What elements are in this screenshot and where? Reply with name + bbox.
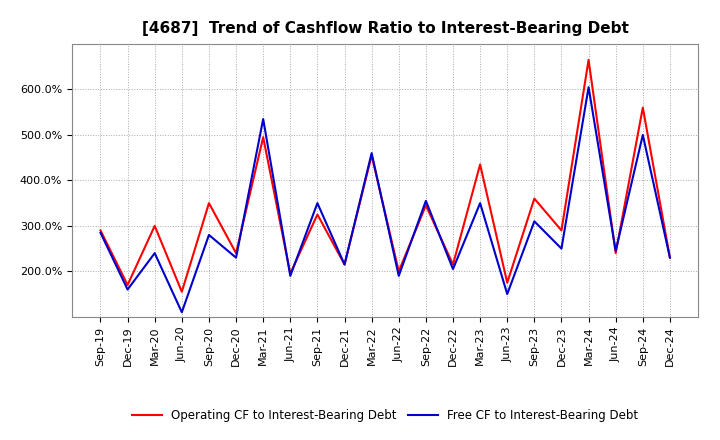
Operating CF to Interest-Bearing Debt: [232, 250, 240, 256]
Operating CF to Interest-Bearing Debt: [259, 135, 268, 140]
Operating CF to Interest-Bearing Debt: [584, 57, 593, 62]
Free CF to Interest-Bearing Debt: [367, 150, 376, 156]
Operating CF to Interest-Bearing Debt: [449, 262, 457, 267]
Operating CF to Interest-Bearing Debt: [286, 271, 294, 276]
Free CF to Interest-Bearing Debt: [259, 116, 268, 121]
Operating CF to Interest-Bearing Debt: [204, 201, 213, 206]
Operating CF to Interest-Bearing Debt: [611, 250, 620, 256]
Operating CF to Interest-Bearing Debt: [503, 280, 511, 286]
Operating CF to Interest-Bearing Debt: [665, 255, 674, 260]
Free CF to Interest-Bearing Debt: [503, 291, 511, 297]
Operating CF to Interest-Bearing Debt: [341, 262, 349, 267]
Operating CF to Interest-Bearing Debt: [530, 196, 539, 201]
Legend: Operating CF to Interest-Bearing Debt, Free CF to Interest-Bearing Debt: Operating CF to Interest-Bearing Debt, F…: [127, 404, 643, 426]
Free CF to Interest-Bearing Debt: [150, 250, 159, 256]
Free CF to Interest-Bearing Debt: [639, 132, 647, 138]
Operating CF to Interest-Bearing Debt: [150, 223, 159, 228]
Line: Free CF to Interest-Bearing Debt: Free CF to Interest-Bearing Debt: [101, 87, 670, 312]
Free CF to Interest-Bearing Debt: [286, 273, 294, 279]
Operating CF to Interest-Bearing Debt: [313, 212, 322, 217]
Operating CF to Interest-Bearing Debt: [476, 162, 485, 167]
Free CF to Interest-Bearing Debt: [232, 255, 240, 260]
Free CF to Interest-Bearing Debt: [123, 287, 132, 292]
Title: [4687]  Trend of Cashflow Ratio to Interest-Bearing Debt: [4687] Trend of Cashflow Ratio to Intere…: [142, 21, 629, 36]
Free CF to Interest-Bearing Debt: [557, 246, 566, 251]
Free CF to Interest-Bearing Debt: [530, 219, 539, 224]
Operating CF to Interest-Bearing Debt: [367, 153, 376, 158]
Operating CF to Interest-Bearing Debt: [395, 269, 403, 274]
Operating CF to Interest-Bearing Debt: [178, 289, 186, 294]
Free CF to Interest-Bearing Debt: [341, 262, 349, 267]
Free CF to Interest-Bearing Debt: [584, 84, 593, 90]
Free CF to Interest-Bearing Debt: [313, 201, 322, 206]
Free CF to Interest-Bearing Debt: [178, 310, 186, 315]
Free CF to Interest-Bearing Debt: [476, 201, 485, 206]
Free CF to Interest-Bearing Debt: [449, 266, 457, 271]
Line: Operating CF to Interest-Bearing Debt: Operating CF to Interest-Bearing Debt: [101, 60, 670, 292]
Operating CF to Interest-Bearing Debt: [421, 203, 430, 208]
Free CF to Interest-Bearing Debt: [395, 273, 403, 279]
Free CF to Interest-Bearing Debt: [421, 198, 430, 203]
Free CF to Interest-Bearing Debt: [611, 248, 620, 253]
Operating CF to Interest-Bearing Debt: [639, 105, 647, 110]
Operating CF to Interest-Bearing Debt: [123, 282, 132, 288]
Free CF to Interest-Bearing Debt: [665, 255, 674, 260]
Operating CF to Interest-Bearing Debt: [557, 228, 566, 233]
Operating CF to Interest-Bearing Debt: [96, 228, 105, 233]
Free CF to Interest-Bearing Debt: [96, 230, 105, 235]
Free CF to Interest-Bearing Debt: [204, 232, 213, 238]
